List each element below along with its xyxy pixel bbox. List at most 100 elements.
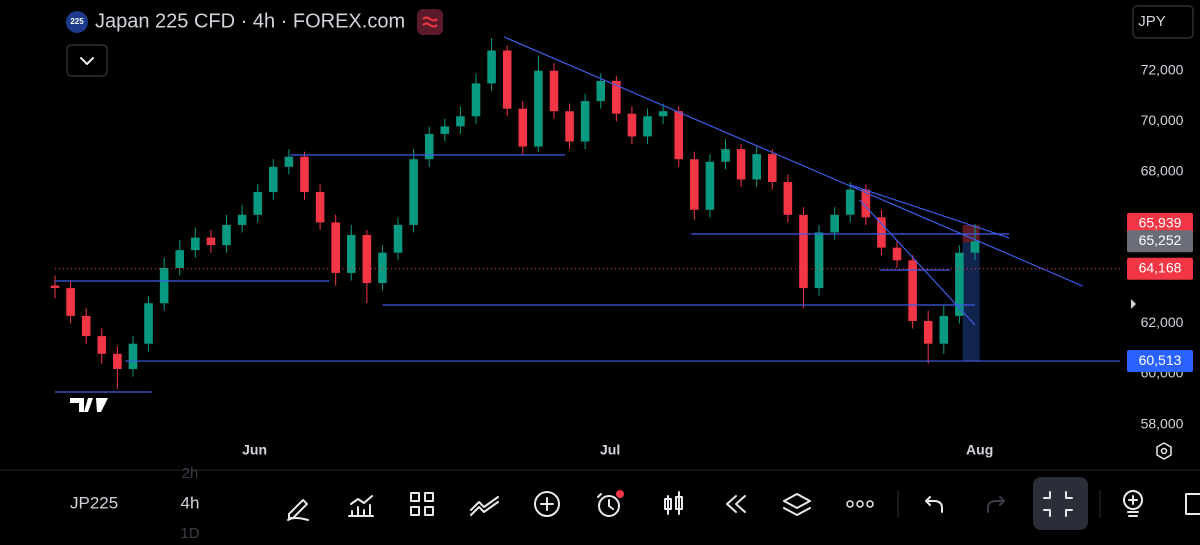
- drawing-line: [503, 36, 1083, 287]
- candle-body: [923, 320, 933, 344]
- drawing-line: [850, 184, 1010, 239]
- position-zone: [962, 242, 980, 362]
- chart-type-icon[interactable]: [664, 491, 683, 515]
- candle-body: [424, 133, 434, 160]
- candle-body: [955, 252, 964, 316]
- scroll-arrow[interactable]: [1131, 299, 1136, 309]
- candle-body: [861, 189, 871, 218]
- candle-body: [752, 154, 761, 180]
- settings-icon[interactable]: [1156, 442, 1172, 460]
- candle-body: [705, 161, 715, 210]
- badge-text: 225: [70, 17, 84, 26]
- layouts-icon[interactable]: [410, 492, 434, 516]
- chevron-icon: [80, 57, 94, 65]
- candle-body: [269, 166, 278, 193]
- candle-body: [970, 241, 980, 253]
- candle-body: [674, 111, 684, 160]
- price-tag: [1127, 257, 1193, 280]
- y-tick-label: 72,000: [1141, 61, 1184, 77]
- candle-body: [113, 353, 122, 369]
- candle-body: [736, 149, 746, 180]
- candle-body: [456, 116, 465, 127]
- price-tag-label: 65,252: [1139, 232, 1182, 248]
- more-icon-3: [866, 500, 874, 508]
- tv-logo: [70, 398, 108, 412]
- x-tick-label: Jun: [242, 442, 267, 458]
- alert-icon[interactable]: [598, 495, 620, 517]
- symbol-badge: [66, 11, 88, 33]
- drawing-tools[interactable]: [287, 477, 1200, 530]
- more-icon-1[interactable]: [846, 500, 854, 508]
- candle-body: [159, 267, 169, 304]
- brush-icon[interactable]: [287, 499, 309, 521]
- layers-icon[interactable]: [783, 493, 811, 516]
- idea-icon[interactable]: [1123, 490, 1143, 510]
- fullscreen-button[interactable]: [1033, 477, 1088, 530]
- candle-body: [237, 214, 247, 225]
- patterns-icon[interactable]: [470, 496, 499, 516]
- collapse-button[interactable]: [66, 44, 108, 77]
- y-tick-label: 62,000: [1141, 314, 1184, 330]
- candle-body: [487, 50, 496, 84]
- candle-body: [346, 235, 356, 273]
- candle-body: [690, 159, 699, 210]
- add-icon-plus: [540, 497, 554, 511]
- candle-body: [97, 336, 107, 354]
- x-tick-label: Jul: [600, 442, 620, 458]
- candle-body: [502, 50, 512, 109]
- interval-next[interactable]: 1D: [180, 525, 199, 542]
- more-icon-2: [856, 500, 864, 508]
- candle-body: [892, 247, 902, 261]
- candle-body: [580, 101, 590, 142]
- candle-body: [596, 80, 606, 102]
- candle-body: [767, 154, 777, 182]
- currency-button[interactable]: [1132, 5, 1194, 39]
- plot-area: [50, 36, 1120, 393]
- alert-dot: [616, 490, 624, 498]
- candle-body: [50, 285, 60, 289]
- candle-body: [534, 70, 543, 147]
- candle-body: [830, 214, 839, 233]
- y-tick-label: 58,000: [1141, 415, 1184, 431]
- price-tag-label: 65,939: [1139, 215, 1182, 231]
- candle-body: [658, 111, 668, 117]
- candle-body: [549, 70, 559, 112]
- interval-current[interactable]: 4h: [181, 493, 200, 512]
- candle-body: [721, 149, 730, 162]
- candle-body: [939, 315, 949, 344]
- candle-body: [393, 224, 403, 253]
- settings-icon-dot: [1160, 447, 1168, 455]
- idea-icon-parts: [1127, 495, 1139, 517]
- replay-icon[interactable]: [726, 495, 746, 513]
- undo-icon[interactable]: [925, 496, 943, 513]
- x-tick-label: Aug: [966, 442, 993, 458]
- candle-body: [518, 108, 528, 147]
- candle-body: [378, 252, 387, 284]
- candle-body: [206, 237, 216, 246]
- candle-body: [222, 224, 231, 246]
- symbol-label[interactable]: JP225: [70, 493, 118, 512]
- candle-body: [191, 237, 200, 251]
- panel-icon[interactable]: [1185, 493, 1200, 515]
- candle-body: [908, 260, 917, 321]
- candle-body: [783, 181, 793, 215]
- price-tag: [1127, 350, 1193, 373]
- candle-body: [845, 189, 855, 215]
- price-tag: [1127, 212, 1193, 235]
- price-tag: [1127, 230, 1193, 253]
- redo-icon[interactable]: [987, 496, 1005, 513]
- candle-body: [643, 116, 652, 137]
- interval-prev[interactable]: 2h: [182, 465, 199, 482]
- exchange-icon: [417, 9, 443, 35]
- candle-body: [409, 159, 418, 225]
- add-icon[interactable]: [534, 491, 560, 517]
- indicators-icon[interactable]: [348, 495, 374, 517]
- candle-body: [175, 250, 185, 268]
- candle-body: [565, 111, 574, 142]
- candle-body: [128, 343, 138, 369]
- drawing-line: [859, 199, 976, 326]
- y-tick-label: 68,000: [1141, 163, 1184, 179]
- candle-body: [81, 315, 91, 337]
- chart-title[interactable]: Japan 225 CFD · 4h · FOREX.com: [95, 10, 405, 32]
